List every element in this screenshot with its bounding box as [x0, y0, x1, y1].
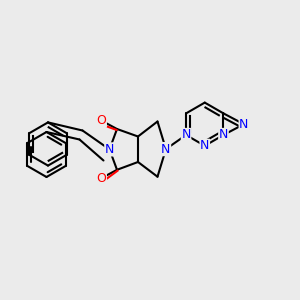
Text: N: N — [239, 118, 249, 131]
Text: N: N — [182, 128, 191, 142]
Text: N: N — [219, 128, 228, 142]
Text: N: N — [161, 142, 171, 156]
Text: N: N — [200, 139, 209, 152]
Text: O: O — [97, 172, 106, 185]
Text: N: N — [105, 143, 114, 156]
Text: O: O — [97, 114, 106, 127]
